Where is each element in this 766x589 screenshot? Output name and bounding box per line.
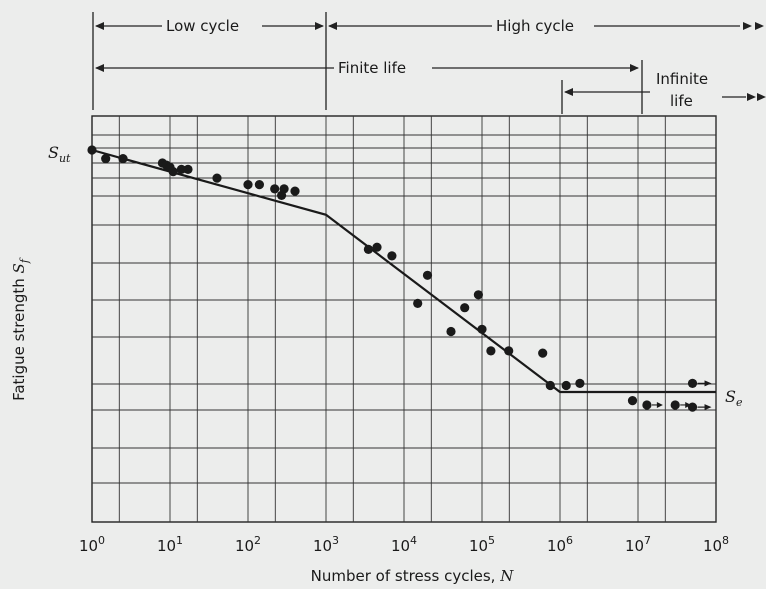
sn-fit-curve bbox=[91, 148, 716, 394]
life-regions: Low cycle High cycle Finite life Infinit… bbox=[92, 12, 766, 114]
runout-arrowhead bbox=[704, 380, 712, 387]
data-point bbox=[538, 348, 548, 358]
low-cycle-arrowhead-right bbox=[315, 22, 324, 30]
finite-life-label: Finite life bbox=[338, 59, 406, 77]
data-point bbox=[387, 251, 397, 261]
x-axis-title: Number of stress cycles, N bbox=[311, 567, 515, 585]
high-cycle-arrowhead-right-1 bbox=[743, 22, 752, 30]
data-point bbox=[687, 402, 698, 412]
data-point bbox=[642, 400, 652, 410]
data-point bbox=[504, 346, 514, 356]
x-tick-label: 100 bbox=[79, 534, 105, 555]
infinite-life-label-line1: Infinite bbox=[656, 70, 708, 88]
finite-life-arrowhead-left bbox=[95, 64, 104, 72]
data-point bbox=[168, 167, 178, 177]
data-point bbox=[118, 154, 128, 164]
low-cycle-label: Low cycle bbox=[166, 17, 239, 35]
data-point bbox=[477, 324, 487, 334]
infinite-life-arrowhead-right-1 bbox=[747, 93, 756, 101]
finite-life-arrowhead-right bbox=[630, 64, 639, 72]
data-point bbox=[87, 145, 97, 155]
data-point bbox=[486, 346, 496, 356]
data-point bbox=[183, 164, 193, 174]
data-point bbox=[176, 164, 186, 174]
x-tick-label: 101 bbox=[157, 534, 183, 555]
x-tick-label: 104 bbox=[391, 534, 417, 555]
x-tick-label: 103 bbox=[313, 534, 339, 555]
x-tick-label: 108 bbox=[703, 534, 729, 555]
x-tick-labels: 100 101 102 103 104 105 106 107 108 bbox=[79, 534, 729, 555]
fit-curve-layer bbox=[91, 148, 716, 394]
data-point bbox=[545, 380, 555, 391]
x-tick-label: 106 bbox=[547, 534, 573, 555]
data-point bbox=[290, 186, 300, 196]
data-point bbox=[363, 244, 373, 254]
data-point bbox=[687, 378, 698, 388]
data-point bbox=[101, 154, 111, 164]
se-label: Se bbox=[725, 387, 743, 409]
data-point bbox=[270, 184, 280, 194]
data-point bbox=[243, 180, 253, 190]
data-point bbox=[446, 326, 456, 337]
data-point bbox=[413, 298, 423, 308]
x-tick-label: 107 bbox=[625, 534, 651, 555]
low-cycle-arrowhead-left bbox=[95, 22, 104, 30]
data-point bbox=[372, 242, 382, 252]
data-point bbox=[575, 378, 585, 388]
data-point bbox=[212, 173, 222, 183]
high-cycle-arrowhead-left bbox=[328, 22, 337, 30]
data-point bbox=[422, 270, 433, 280]
data-point bbox=[627, 396, 638, 406]
data-point bbox=[473, 290, 483, 300]
infinite-life-arrowhead-right-2 bbox=[757, 93, 766, 101]
data-points-layer bbox=[87, 145, 712, 412]
runout-arrowhead bbox=[704, 404, 712, 411]
runout-arrowhead bbox=[685, 401, 692, 408]
data-point bbox=[279, 184, 289, 194]
data-point bbox=[561, 380, 571, 391]
high-cycle-label: High cycle bbox=[496, 17, 574, 35]
data-point bbox=[670, 400, 680, 410]
x-tick-label: 105 bbox=[469, 534, 495, 555]
infinite-life-arrowhead-left bbox=[564, 88, 573, 96]
x-tick-label: 102 bbox=[235, 534, 261, 555]
runout-arrowhead bbox=[656, 401, 663, 408]
infinite-life-label-line2: life bbox=[670, 92, 693, 110]
data-point bbox=[460, 303, 470, 313]
data-point bbox=[254, 180, 264, 190]
sut-label: Sut bbox=[48, 143, 71, 165]
high-cycle-arrowhead-right-2 bbox=[755, 22, 764, 30]
y-axis-title: Fatigue strength Sf bbox=[10, 257, 31, 401]
